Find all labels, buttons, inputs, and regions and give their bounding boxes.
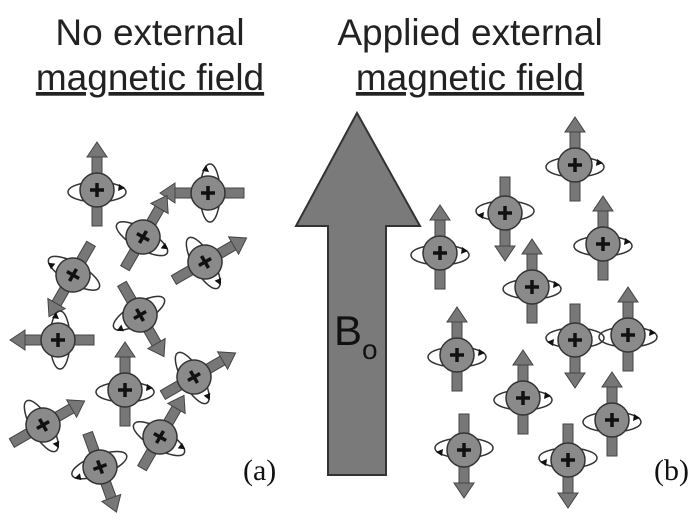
left-title-line1: No external bbox=[55, 12, 244, 53]
figure: No external magnetic field Applied exter… bbox=[0, 0, 695, 527]
right-title-line1: Applied external bbox=[337, 12, 602, 53]
field-label-subscript: o bbox=[362, 334, 378, 365]
right-title-line2: magnetic field bbox=[356, 57, 584, 98]
field-label-main: B bbox=[334, 307, 362, 354]
panel-label-b: (b) bbox=[654, 454, 689, 487]
panel-label-a: (a) bbox=[243, 454, 276, 487]
left-title-line2: magnetic field bbox=[36, 57, 264, 98]
